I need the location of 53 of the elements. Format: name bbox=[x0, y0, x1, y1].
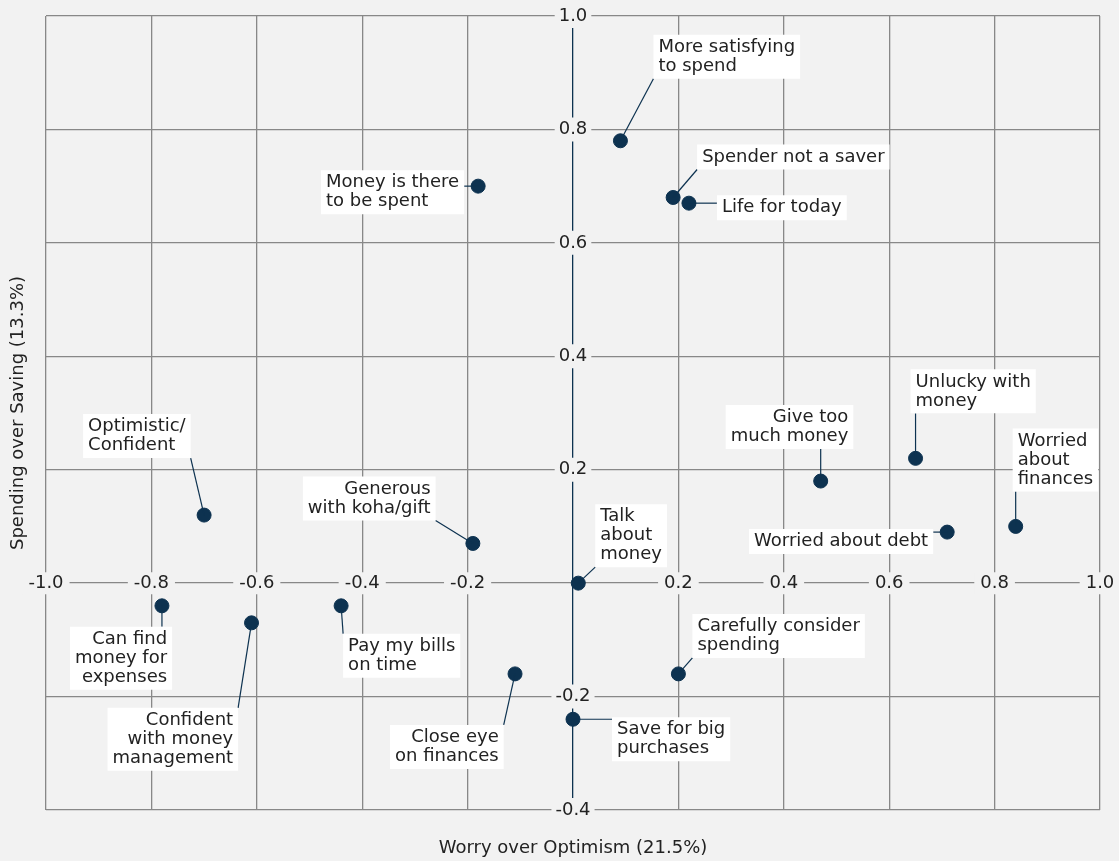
x-tick-label: 0.6 bbox=[874, 570, 904, 592]
x-tick-label: 0.2 bbox=[664, 570, 693, 592]
x-axis-title: Worry over Optimism (21.5%) bbox=[438, 835, 708, 857]
y-tick-label: -0.4 bbox=[555, 797, 591, 819]
point bbox=[470, 178, 486, 194]
annotation: Confident with money management bbox=[112, 708, 234, 768]
annotation: Close eye on finances bbox=[395, 725, 499, 766]
y-axis-title: Spending over Saving (13.3%) bbox=[5, 275, 27, 551]
y-tick-label: 1.0 bbox=[558, 3, 588, 25]
point bbox=[333, 598, 349, 614]
x-tick-label: 0.4 bbox=[769, 570, 799, 592]
point bbox=[939, 524, 955, 540]
annotation: Generous with koha/gift bbox=[307, 476, 431, 517]
point bbox=[465, 535, 481, 551]
x-tick-label: -0.6 bbox=[239, 570, 275, 592]
point bbox=[565, 711, 581, 727]
point bbox=[507, 666, 523, 682]
annotation: Give too much money bbox=[730, 405, 849, 446]
point bbox=[154, 598, 170, 614]
x-tick-label: 1.0 bbox=[1085, 570, 1115, 592]
annotation: Can find money for expenses bbox=[74, 627, 168, 686]
x-tick-label: -0.8 bbox=[133, 570, 169, 592]
point bbox=[908, 450, 924, 466]
x-tick-label: -0.4 bbox=[344, 570, 380, 592]
annotation: Life for today bbox=[721, 195, 843, 217]
point bbox=[681, 195, 697, 211]
annotation: Optimistic/Confident bbox=[88, 414, 187, 455]
x-tick-label: -1.0 bbox=[28, 570, 64, 592]
annotation: Money is there to be spent bbox=[326, 170, 460, 211]
point bbox=[813, 473, 829, 489]
x-tick-label: 0.8 bbox=[980, 570, 1009, 592]
point bbox=[570, 575, 586, 591]
point bbox=[612, 133, 628, 149]
point bbox=[196, 507, 212, 523]
annotation: Talk about money bbox=[599, 504, 663, 564]
y-tick-label: 0.6 bbox=[558, 230, 588, 252]
y-tick-label: 0.2 bbox=[558, 457, 588, 479]
annotation: Save for big purchases bbox=[617, 717, 726, 758]
y-tick-label: 0.8 bbox=[558, 117, 588, 139]
annotation: Worried about finances bbox=[1017, 428, 1094, 488]
point bbox=[665, 189, 681, 205]
annotation: Worried about debt bbox=[754, 529, 929, 551]
annotation: Carefully consider spending bbox=[697, 614, 861, 655]
x-tick-label: -0.2 bbox=[450, 570, 486, 592]
point bbox=[670, 666, 686, 682]
y-tick-label: -0.2 bbox=[555, 684, 591, 706]
y-tick-label: 0.4 bbox=[558, 343, 588, 365]
point bbox=[1008, 518, 1024, 534]
annotation: Pay my bills on time bbox=[348, 634, 456, 674]
point bbox=[244, 615, 260, 631]
annotation: More satisfying to spend bbox=[658, 34, 796, 75]
annotation: Spender not a saver bbox=[702, 144, 886, 166]
annotation: Unlucky with money bbox=[915, 369, 1031, 410]
